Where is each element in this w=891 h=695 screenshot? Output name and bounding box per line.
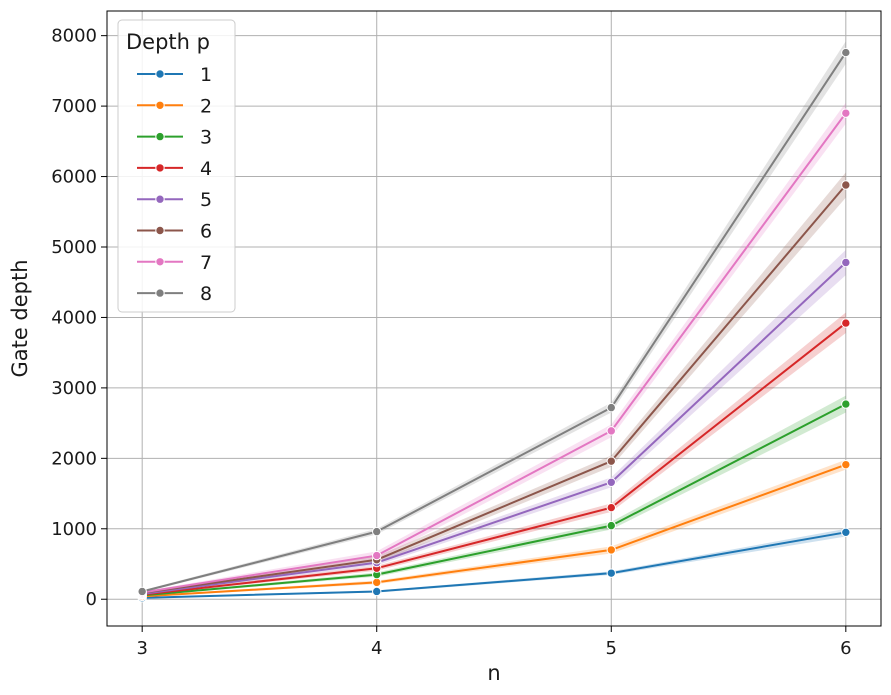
data-point-8 — [841, 47, 851, 58]
data-point-2 — [606, 545, 616, 555]
legend-marker-5 — [155, 194, 165, 204]
series-line-7 — [142, 112, 847, 594]
legend-marker-6 — [155, 225, 165, 236]
data-point-3 — [841, 399, 851, 409]
y-tick-label: 1000 — [51, 519, 97, 540]
legend-label-6: 6 — [200, 221, 212, 243]
legend-label-1: 1 — [200, 64, 212, 86]
confidence-band-5 — [142, 249, 846, 595]
y-tick-label: 0 — [86, 589, 97, 610]
x-tick-label: 5 — [606, 638, 617, 659]
confidence-bands — [142, 41, 846, 599]
legend-marker-7 — [155, 257, 165, 267]
x-axis-ticks: 3 4 5 6 — [136, 626, 852, 659]
series-line-3 — [142, 403, 847, 597]
plot-frame — [106, 10, 882, 627]
legend-title: Depth p — [126, 30, 210, 54]
data-point-5 — [841, 257, 851, 268]
data-point-4 — [606, 502, 616, 513]
legend: Depth p 1 2 3 4 5 6 7 8 — [117, 19, 236, 313]
y-tick-label: 7000 — [51, 96, 97, 117]
confidence-band-7 — [142, 102, 846, 594]
legend-label-2: 2 — [200, 95, 212, 117]
data-point-1 — [372, 586, 382, 597]
legend-box — [117, 19, 236, 313]
y-tick-label: 3000 — [51, 378, 97, 399]
data-point-8 — [606, 402, 616, 413]
legend-label-5: 5 — [200, 189, 212, 211]
data-point-7 — [372, 550, 382, 561]
x-tick-label: 4 — [371, 638, 382, 659]
legend-items: 1 2 3 4 5 6 7 8 — [137, 64, 212, 305]
legend-label-4: 4 — [200, 158, 212, 180]
data-point-3 — [606, 520, 616, 531]
data-point-1 — [606, 568, 616, 578]
legend-label-8: 8 — [200, 283, 212, 305]
series-markers — [137, 47, 851, 603]
confidence-band-6 — [142, 172, 846, 594]
grid — [107, 11, 881, 626]
data-point-8 — [372, 526, 382, 537]
y-tick-label: 4000 — [51, 307, 97, 328]
x-tick-label: 3 — [136, 638, 147, 659]
data-point-1 — [841, 527, 851, 538]
legend-marker-1 — [155, 69, 165, 79]
x-tick-label: 6 — [840, 638, 851, 659]
data-point-2 — [372, 577, 382, 588]
legend-marker-2 — [155, 100, 165, 111]
series-line-6 — [142, 184, 847, 594]
y-tick-label: 2000 — [51, 448, 97, 469]
series-line-5 — [142, 261, 847, 595]
data-point-2 — [841, 459, 851, 470]
y-tick-label: 8000 — [51, 26, 97, 47]
series-line-8 — [141, 52, 847, 593]
series-line-1 — [142, 531, 846, 599]
data-point-5 — [606, 477, 616, 487]
data-point-7 — [841, 108, 851, 118]
y-tick-label: 6000 — [51, 167, 97, 188]
x-axis-label: n — [487, 661, 500, 685]
data-point-7 — [606, 426, 616, 436]
legend-label-7: 7 — [200, 252, 212, 274]
series-line-4 — [142, 322, 847, 596]
y-axis-ticks: 0 1000 2000 3000 4000 5000 6000 7000 8000 — [51, 26, 107, 610]
series-lines — [141, 52, 847, 599]
legend-label-3: 3 — [200, 127, 212, 149]
y-axis-label: Gate depth — [8, 259, 32, 377]
data-point-6 — [606, 456, 616, 466]
legend-marker-4 — [155, 163, 165, 173]
legend-marker-8 — [155, 288, 165, 298]
y-tick-label: 5000 — [51, 237, 97, 258]
data-point-4 — [841, 318, 851, 328]
series-line-2 — [142, 463, 847, 598]
data-point-6 — [841, 180, 851, 190]
legend-marker-3 — [155, 131, 165, 142]
data-point-8 — [137, 586, 147, 597]
